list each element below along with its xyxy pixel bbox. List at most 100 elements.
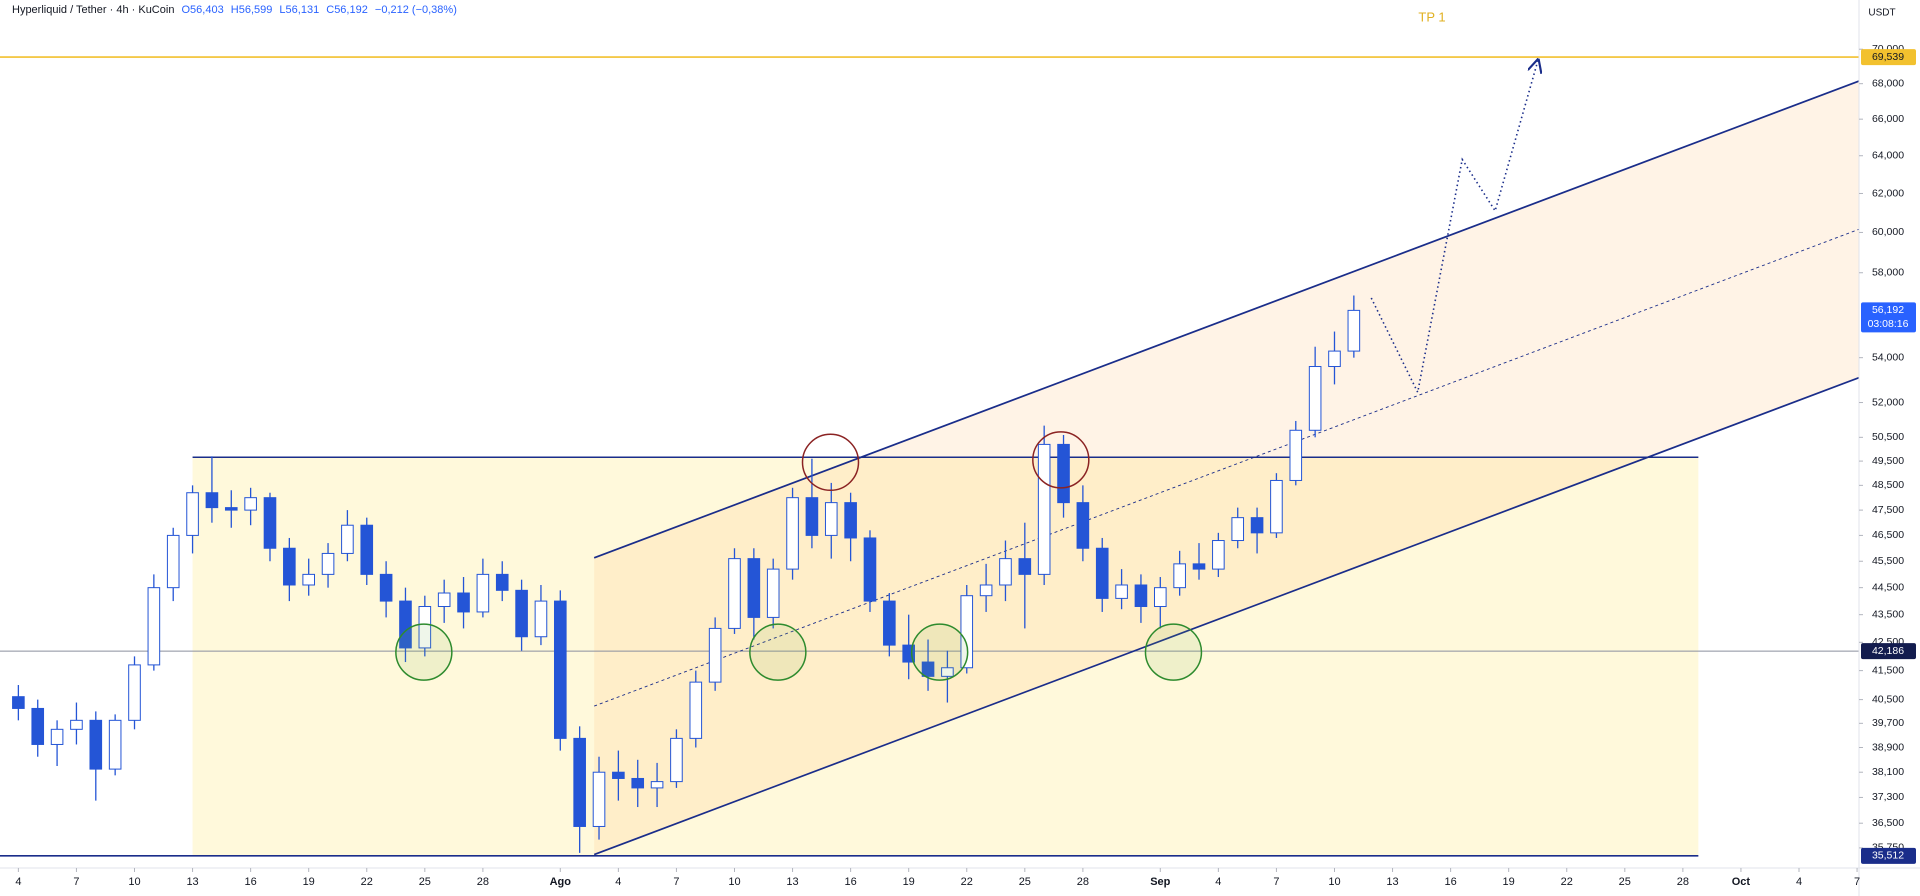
y-tick-label: 60,000 (1872, 226, 1904, 238)
candle-body (573, 737, 586, 827)
y-tick-label: 58,000 (1872, 267, 1904, 279)
candle-body (766, 568, 780, 618)
candle-body (921, 661, 935, 677)
y-tick-label: 48,500 (1872, 479, 1904, 491)
price-tag (1861, 643, 1916, 660)
x-tick-label: 22 (361, 876, 373, 888)
x-tick-label: Ago (550, 876, 572, 888)
x-tick-label: 7 (1273, 876, 1279, 888)
x-tick-label: 25 (1019, 876, 1031, 888)
candle-body (1328, 350, 1341, 368)
y-tick-label: 54,000 (1872, 351, 1904, 363)
candle-body (418, 606, 432, 649)
candle-body (824, 502, 838, 536)
candle-body (863, 537, 877, 602)
x-tick-label: 7 (673, 876, 679, 888)
candle-body (476, 573, 490, 613)
ohlc-open: O56,403 (181, 4, 224, 16)
x-tick-label: 25 (419, 876, 431, 888)
x-tick-label: 28 (1077, 876, 1089, 888)
candle-body (224, 507, 238, 511)
y-tick-label: 38,900 (1872, 741, 1904, 753)
candle-body (631, 777, 645, 789)
x-tick-label: 13 (186, 876, 198, 888)
x-tick-label: 13 (786, 876, 798, 888)
candle-body (592, 771, 606, 827)
candle-body (534, 600, 548, 638)
legend-header: Hyperliquid / Tether · 4h · KuCoin O56,4… (12, 4, 457, 16)
candle-body (283, 547, 296, 586)
channel-upper (593, 80, 1860, 559)
x-tick-label: 16 (1444, 876, 1456, 888)
candle-body (457, 592, 470, 613)
candle-body (1308, 366, 1322, 431)
x-tick-label: 7 (1854, 876, 1860, 888)
x-tick-label: 25 (1619, 876, 1631, 888)
y-tick-label: 49,500 (1872, 455, 1904, 467)
highlight-circle (749, 623, 807, 681)
y-tick-label: 38,100 (1872, 766, 1904, 778)
y-tick-label: 44,500 (1872, 581, 1904, 593)
ohlc-high: H56,599 (230, 4, 273, 16)
price-tag (1861, 302, 1916, 333)
range-box (192, 457, 1699, 856)
candle-body (1347, 309, 1361, 352)
highlight-circle (801, 433, 860, 492)
candle-body (1057, 443, 1070, 504)
candle-body (1037, 443, 1051, 575)
candle-body (650, 781, 664, 789)
candle-body (612, 771, 625, 779)
x-tick-label: 28 (1677, 876, 1689, 888)
y-tick-label: 40,500 (1872, 693, 1904, 705)
y-tick-label: 45,500 (1872, 555, 1904, 567)
candle-body (1231, 517, 1245, 542)
candle-body (31, 707, 45, 745)
candle-body (166, 534, 180, 589)
candle-body (1173, 563, 1186, 589)
x-tick-label: 19 (1503, 876, 1515, 888)
price-tag (1861, 49, 1916, 66)
candle-body (495, 573, 509, 591)
candle-body (960, 595, 974, 669)
x-tick-label: 10 (728, 876, 740, 888)
y-tick-label: 47,500 (1872, 504, 1904, 516)
candle-body (844, 502, 857, 539)
price-tag (1861, 847, 1916, 864)
x-tick-label: 19 (903, 876, 915, 888)
highlight-circle (1032, 431, 1090, 489)
candle-body (437, 592, 451, 608)
candle-body (670, 737, 683, 783)
x-tick-label: 4 (1796, 876, 1802, 888)
ohlc-change: −0,212 (−0,38%) (374, 4, 457, 16)
x-tick-label: 4 (1215, 876, 1221, 888)
candles (12, 295, 1361, 853)
x-tick-label: 16 (845, 876, 857, 888)
y-tick-label: 39,700 (1872, 717, 1904, 729)
y-tick-label: 52,000 (1872, 396, 1904, 408)
x-tick-label: 4 (615, 876, 621, 888)
background-drawings (0, 56, 1860, 857)
candle-body (205, 492, 219, 509)
x-tick-label: 19 (303, 876, 315, 888)
candle-body (1018, 558, 1032, 575)
candle-body (979, 584, 993, 597)
candle-body (302, 573, 316, 586)
candle-body (786, 497, 799, 570)
price-tag-label: 69,539 (1872, 51, 1904, 63)
y-tick-label: 50,500 (1872, 431, 1904, 443)
price-tag-countdown: 03:08:16 (1868, 318, 1909, 330)
x-tick-label: Sep (1150, 876, 1170, 888)
price-tag-label: 56,192 (1872, 304, 1904, 316)
candle-body (941, 667, 954, 677)
price-tag-label: 35,512 (1872, 850, 1904, 862)
candle-body (186, 492, 199, 536)
candle-body (321, 552, 335, 575)
candle-body (1212, 540, 1225, 570)
y-tick-label: 64,000 (1872, 150, 1904, 162)
candle-body (147, 587, 161, 666)
candle-body (999, 558, 1012, 586)
y-tick-label: 41,500 (1872, 664, 1904, 676)
